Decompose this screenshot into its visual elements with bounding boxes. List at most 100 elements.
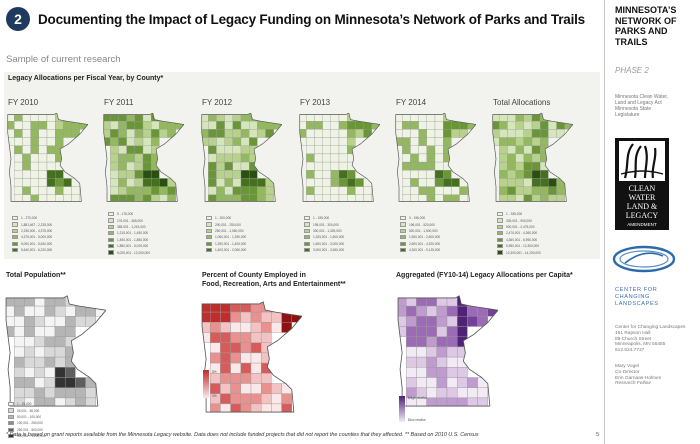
county-cell bbox=[24, 356, 35, 368]
county-cell bbox=[220, 301, 231, 313]
county-cell bbox=[405, 326, 417, 337]
county-cell bbox=[260, 352, 272, 364]
county-cell bbox=[322, 121, 331, 130]
county-cell bbox=[63, 194, 72, 202]
county-cell bbox=[314, 194, 323, 202]
county-cell bbox=[507, 161, 516, 171]
county-cell bbox=[410, 113, 419, 122]
address-line: 612.624.7737 bbox=[615, 348, 645, 354]
section-number-badge: 2 bbox=[6, 7, 30, 31]
county-cell bbox=[13, 295, 25, 307]
county-cell bbox=[363, 194, 372, 202]
county-cell bbox=[250, 352, 262, 364]
county-cell bbox=[314, 137, 323, 146]
county-cell bbox=[347, 137, 356, 146]
allocation-map bbox=[394, 112, 477, 203]
county-cell bbox=[257, 129, 266, 138]
county-cell bbox=[75, 316, 86, 327]
legend-entry: 25,001 - 50,000 bbox=[8, 407, 68, 413]
county-cell bbox=[63, 129, 72, 138]
county-cell bbox=[416, 326, 427, 337]
county-cell bbox=[322, 113, 331, 122]
ccl-line: LANDSCAPES bbox=[615, 301, 659, 307]
county-cell bbox=[515, 145, 524, 155]
county-cell bbox=[531, 129, 541, 138]
county-cell bbox=[216, 145, 225, 155]
county-cell bbox=[110, 178, 119, 187]
county-cell bbox=[202, 322, 211, 333]
county-cell bbox=[371, 121, 380, 130]
county-cell bbox=[426, 145, 436, 155]
address-line: 89 Church Street bbox=[615, 336, 652, 342]
county-cell bbox=[63, 186, 72, 195]
county-cell bbox=[85, 387, 97, 399]
legend-swatch bbox=[400, 241, 406, 246]
county-cell bbox=[126, 129, 135, 138]
county-cell bbox=[232, 186, 242, 195]
main-content: 2 Documenting the Impact of Legacy Fundi… bbox=[4, 7, 600, 439]
county-cell bbox=[330, 137, 340, 146]
county-cell bbox=[405, 356, 417, 368]
legend-swatch bbox=[304, 248, 310, 253]
county-cell bbox=[540, 186, 549, 195]
county-cell bbox=[467, 316, 478, 327]
county-cell bbox=[44, 387, 56, 399]
county-cell bbox=[398, 295, 407, 307]
employed-legend-low: 0% bbox=[212, 394, 217, 398]
county-cell bbox=[220, 383, 231, 394]
county-cell bbox=[523, 121, 533, 130]
county-cell bbox=[64, 305, 76, 317]
county-cell bbox=[426, 161, 436, 171]
county-cell bbox=[446, 316, 458, 327]
county-cell bbox=[230, 311, 242, 323]
county-cell bbox=[402, 113, 411, 122]
county-cell bbox=[30, 153, 39, 163]
county-cell bbox=[446, 356, 458, 368]
county-cell bbox=[249, 145, 258, 155]
county-cell bbox=[22, 121, 31, 130]
county-cell bbox=[142, 170, 152, 179]
county-cell bbox=[330, 129, 340, 138]
legend-entry: 100,001 - 250,000 bbox=[8, 420, 68, 426]
county-cell bbox=[531, 170, 541, 179]
legend-entry: 250,001 - 500,000 bbox=[8, 427, 68, 433]
county-cell bbox=[126, 194, 135, 202]
sponsor-line: Minnesota Clean Water, bbox=[615, 94, 669, 100]
county-cell bbox=[220, 352, 231, 364]
legend-entry: 6,950,001 - 12,300,000 bbox=[497, 243, 557, 249]
county-cell bbox=[64, 356, 76, 368]
state-outline bbox=[299, 112, 381, 202]
county-cell bbox=[347, 186, 356, 195]
county-cell bbox=[306, 121, 315, 130]
legend-text: 2,600,001 - 4,320,000 bbox=[409, 241, 441, 246]
legend-text: 1,060,001 - 1,250,000 bbox=[215, 235, 247, 240]
county-cell bbox=[64, 377, 76, 388]
legend-swatch bbox=[497, 231, 503, 236]
county-cell bbox=[46, 194, 56, 202]
county-cell bbox=[38, 161, 48, 171]
county-cell bbox=[55, 161, 64, 171]
county-cell bbox=[126, 178, 135, 187]
county-cell bbox=[75, 377, 86, 388]
county-cell bbox=[126, 113, 135, 122]
county-cell bbox=[38, 145, 48, 155]
county-cell bbox=[216, 129, 225, 138]
county-cell bbox=[54, 346, 66, 358]
county-cell bbox=[426, 129, 436, 138]
county-cell bbox=[523, 113, 533, 122]
county-cell bbox=[249, 121, 258, 130]
county-cell bbox=[499, 186, 508, 195]
county-cell bbox=[467, 387, 478, 399]
legend-entry: 1 - 270,000 bbox=[12, 215, 72, 221]
county-cell bbox=[347, 194, 356, 202]
county-cell bbox=[7, 121, 15, 130]
legend-text: 1 - 195,000 bbox=[313, 216, 330, 221]
county-cell bbox=[531, 145, 541, 155]
county-cell bbox=[515, 113, 524, 122]
county-cell bbox=[330, 153, 340, 163]
legend-entry: 5,025,001 - 12,000,000 bbox=[108, 249, 168, 255]
county-cell bbox=[216, 153, 225, 163]
county-cell bbox=[402, 121, 411, 130]
legend-text: 1,881,667 - 2,235,000 bbox=[21, 222, 53, 227]
county-cell bbox=[338, 194, 348, 202]
